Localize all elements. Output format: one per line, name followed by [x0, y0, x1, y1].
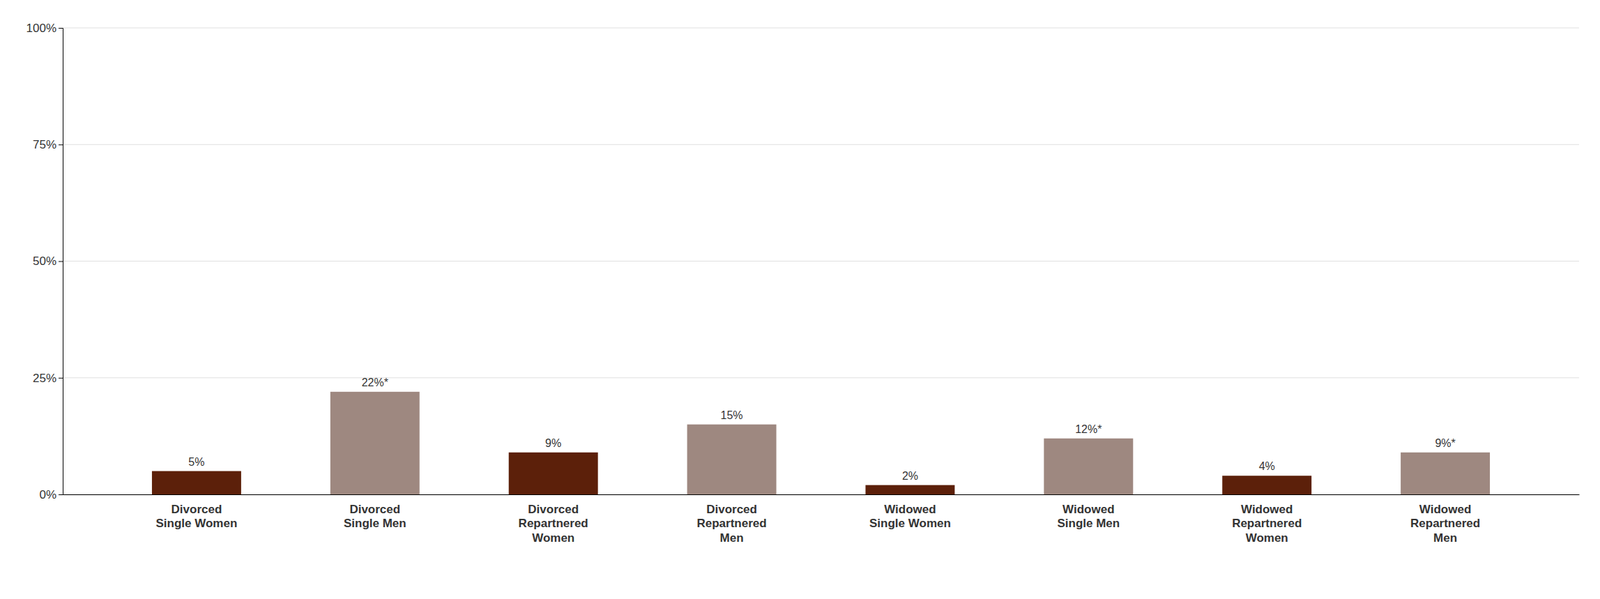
- x-tick-label-line: Repartnered: [696, 516, 767, 530]
- x-tick-label-line: Women: [531, 531, 575, 545]
- x-axis: DivorcedSingle WomenDivorcedSingle MenDi…: [63, 494, 1580, 545]
- x-tick-label: WidowedSingle Men: [1056, 502, 1120, 530]
- data-labels: 5% 22%* 9% 15% 2% 12%* 4% 9%*: [188, 376, 1455, 482]
- grid-line: [62, 260, 1580, 262]
- x-tick-label-line: Widowed: [1240, 502, 1293, 516]
- bar: [508, 452, 599, 495]
- x-tick-label-line: Single Women: [869, 516, 951, 530]
- y-tick: 75%: [32, 138, 63, 152]
- x-tick-label-line: Divorced: [349, 502, 401, 516]
- x-tick-label: DivorcedSingle Men: [343, 502, 407, 530]
- x-tick-label-line: Women: [1245, 531, 1289, 545]
- grid-line: [62, 144, 1580, 146]
- data-label: 9%*: [1434, 437, 1455, 449]
- bar: [1400, 452, 1490, 495]
- y-tick-mark: [58, 377, 63, 379]
- y-tick-label: 0%: [39, 488, 57, 502]
- bar: [151, 471, 242, 495]
- x-tick-label: DivorcedSingle Women: [156, 502, 238, 530]
- x-tick-label-line: Men: [1433, 531, 1458, 545]
- bar: [687, 424, 777, 495]
- x-tick-label: DivorcedRepartneredMen: [696, 502, 767, 545]
- y-tick-mark: [58, 494, 63, 495]
- data-label: 4%: [1259, 460, 1276, 472]
- x-axis-line: [63, 494, 1580, 495]
- y-tick-label: 100%: [26, 21, 57, 35]
- x-tick-label-line: Repartnered: [1410, 516, 1481, 530]
- y-tick: 50%: [32, 254, 63, 268]
- bar: [330, 391, 420, 495]
- plot: 0%25%50%75%100%DivorcedSingle WomenDivor…: [26, 21, 1580, 545]
- data-label: 2%: [902, 469, 919, 482]
- bar: [1043, 438, 1133, 495]
- y-axis-line: [58, 28, 64, 495]
- x-tick-label-line: Single Men: [1056, 516, 1120, 530]
- y-tick: 25%: [32, 371, 63, 385]
- x-tick-label: WidowedRepartneredMen: [1410, 502, 1481, 545]
- x-tick-label-line: Single Women: [156, 516, 238, 530]
- x-tick-label-line: Repartnered: [518, 516, 589, 530]
- x-tick: DivorcedRepartneredMen: [696, 502, 767, 545]
- x-tick-label: WidowedRepartneredWomen: [1231, 502, 1302, 545]
- data-label: 12%*: [1075, 423, 1102, 436]
- grid-line: [62, 377, 1580, 378]
- data-label: 22%*: [361, 376, 389, 389]
- x-tick-label-line: Widowed: [884, 502, 936, 516]
- x-tick: DivorcedRepartneredWomen: [518, 502, 589, 545]
- y-tick-label: 50%: [32, 254, 57, 268]
- x-tick-label: DivorcedRepartneredWomen: [518, 502, 589, 545]
- x-tick-label-line: Divorced: [706, 502, 758, 516]
- grid-line: [62, 27, 1580, 29]
- grid: [62, 27, 1580, 495]
- y-tick-label: 75%: [32, 138, 57, 152]
- x-tick: WidowedRepartneredWomen: [1231, 502, 1302, 545]
- x-tick: WidowedRepartneredMen: [1410, 502, 1481, 545]
- data-label: 5%: [188, 455, 205, 468]
- x-tick-label: WidowedSingle Women: [869, 502, 951, 530]
- y-tick-mark: [58, 144, 63, 146]
- x-tick: WidowedSingle Women: [869, 502, 951, 530]
- data-label: 9%: [545, 437, 562, 449]
- x-tick-label-line: Widowed: [1062, 502, 1115, 516]
- x-tick: DivorcedSingle Women: [156, 502, 238, 530]
- data-label: 15%: [720, 409, 744, 422]
- x-tick-label-line: Widowed: [1419, 502, 1472, 516]
- x-tick-label-line: Repartnered: [1231, 516, 1302, 530]
- x-tick: WidowedSingle Men: [1056, 502, 1120, 530]
- bar: [865, 485, 955, 495]
- bar: [1222, 475, 1312, 495]
- y-tick-mark: [58, 27, 63, 29]
- y-axis: 0% 25% 50% 75% 100%: [26, 21, 64, 502]
- y-tick: 0%: [39, 488, 63, 502]
- x-tick: DivorcedSingle Men: [343, 502, 407, 530]
- x-tick-label-line: Single Men: [343, 516, 407, 530]
- y-tick-mark: [58, 261, 63, 263]
- x-tick-label-line: Men: [720, 531, 744, 545]
- y-tick: 100%: [26, 21, 63, 35]
- x-tick-label-line: Divorced: [171, 502, 223, 516]
- chart: 0%25%50%75%100%DivorcedSingle WomenDivor…: [0, 0, 1600, 599]
- bars: [151, 391, 1490, 495]
- grid-line: [62, 494, 1580, 495]
- x-tick-label-line: Divorced: [527, 502, 579, 516]
- y-tick-label: 25%: [32, 371, 57, 385]
